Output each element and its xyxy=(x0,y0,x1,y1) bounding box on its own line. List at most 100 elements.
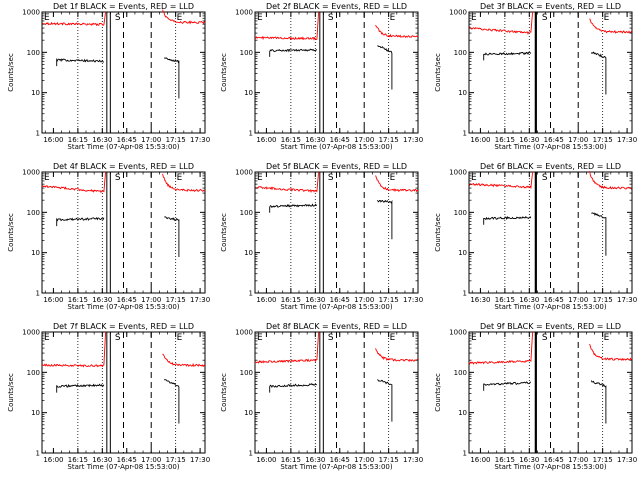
x-tick-label: 17:00 xyxy=(141,136,161,144)
x-tick-label: 16:30 xyxy=(519,136,539,144)
marker-label-1: S xyxy=(542,333,548,343)
x-tick-label: 16:00 xyxy=(256,136,276,144)
x-tick-label: 16:30 xyxy=(305,456,325,464)
x-axis-label: Start Time (07-Apr-08 15:53:00) xyxy=(67,303,179,311)
y-tick-label: 10 xyxy=(244,89,253,97)
y-tick-label: 10 xyxy=(244,409,253,417)
x-tick-label: 17:00 xyxy=(354,296,374,304)
x-tick-label: 16:45 xyxy=(117,456,137,464)
x-tick-label: 17:30 xyxy=(403,296,423,304)
y-tick-label: 10 xyxy=(244,249,253,257)
x-axis-label: Start Time (07-Apr-08 15:53:00) xyxy=(280,303,392,311)
x-tick-label: 16:15 xyxy=(495,456,515,464)
x-tick-label: 16:45 xyxy=(544,456,564,464)
y-axis-label: Counts/sec xyxy=(220,53,228,92)
x-tick-label: 16:45 xyxy=(330,136,350,144)
chart-title: Det 2f BLACK = Events, RED = LLD xyxy=(266,2,407,11)
series-1-segment-1 xyxy=(164,57,180,99)
x-tick-label: 16:30 xyxy=(92,296,112,304)
y-tick-label: 100 xyxy=(454,209,467,217)
y-tick-label: 1000 xyxy=(235,9,253,17)
x-tick-label: 17:00 xyxy=(568,296,588,304)
x-tick-label: 17:15 xyxy=(166,456,186,464)
y-tick-label: 1 xyxy=(36,290,40,298)
x-tick-label: 16:15 xyxy=(281,136,301,144)
y-tick-label: 1000 xyxy=(449,329,467,337)
y-tick-label: 100 xyxy=(454,49,467,57)
y-tick-label: 1 xyxy=(249,130,253,138)
marker-label-2: E xyxy=(604,333,610,343)
marker-label-0: E xyxy=(471,173,477,183)
series-1-segment-0 xyxy=(269,48,318,57)
y-tick-label: 100 xyxy=(454,369,467,377)
marker-label-0: E xyxy=(471,13,477,23)
x-tick-label: 16:45 xyxy=(117,296,137,304)
series-0-segment-1 xyxy=(589,18,633,34)
series-1-segment-1 xyxy=(377,379,393,422)
series-0-segment-0 xyxy=(468,331,534,365)
marker-label-2: E xyxy=(177,13,183,23)
x-tick-label: 16:15 xyxy=(68,456,88,464)
x-tick-label: 17:15 xyxy=(379,296,399,304)
x-tick-label: 16:00 xyxy=(256,456,276,464)
series-0-segment-1 xyxy=(375,348,419,363)
y-tick-label: 1000 xyxy=(235,329,253,337)
x-tick-label: 16:00 xyxy=(470,456,490,464)
chart-title: Det 4f BLACK = Events, RED = LLD xyxy=(53,162,194,171)
chart-title: Det 7f BLACK = Events, RED = LLD xyxy=(53,322,194,331)
series-1-segment-1 xyxy=(164,216,180,257)
series-0-segment-1 xyxy=(162,173,206,192)
series-1-segment-0 xyxy=(483,51,532,61)
series-0-segment-1 xyxy=(375,175,419,193)
x-tick-label: 17:30 xyxy=(617,136,637,144)
chart-title: Det 1f BLACK = Events, RED = LLD xyxy=(53,2,194,11)
series-1-segment-0 xyxy=(483,215,532,225)
x-tick-label: 17:30 xyxy=(617,456,637,464)
y-tick-label: 1000 xyxy=(449,169,467,177)
x-tick-label: 17:00 xyxy=(568,136,588,144)
series-1-segment-0 xyxy=(269,203,318,213)
y-tick-label: 1 xyxy=(463,290,467,298)
series-1-segment-1 xyxy=(377,45,393,90)
y-axis-label: Counts/sec xyxy=(220,213,228,252)
x-tick-label: 16:30 xyxy=(519,296,539,304)
marker-label-2: E xyxy=(177,173,183,183)
x-axis-label: Start Time (07-Apr-08 15:53:00) xyxy=(67,463,179,471)
y-axis-label: Counts/sec xyxy=(7,53,15,92)
x-axis-label: Start Time (07-Apr-08 15:53:00) xyxy=(494,303,606,311)
marker-label-0: E xyxy=(44,13,50,23)
series-0-segment-0 xyxy=(468,11,534,35)
x-tick-label: 16:30 xyxy=(519,456,539,464)
y-tick-label: 100 xyxy=(27,49,40,57)
series-1-segment-0 xyxy=(269,383,318,393)
y-tick-label: 10 xyxy=(31,249,40,257)
x-tick-label: 16:45 xyxy=(544,136,564,144)
marker-label-2: E xyxy=(390,13,396,23)
x-tick-label: 16:15 xyxy=(281,296,301,304)
x-tick-label: 16:00 xyxy=(43,296,63,304)
marker-label-1: S xyxy=(328,13,334,23)
series-0-segment-0 xyxy=(254,11,320,41)
x-tick-label: 16:15 xyxy=(281,456,301,464)
series-1-segment-0 xyxy=(483,381,532,391)
x-tick-label: 16:15 xyxy=(495,296,515,304)
y-tick-label: 1000 xyxy=(449,9,467,17)
x-tick-label: 16:15 xyxy=(68,136,88,144)
x-tick-label: 16:15 xyxy=(495,136,515,144)
x-tick-label: 17:30 xyxy=(190,456,210,464)
y-tick-label: 10 xyxy=(458,249,467,257)
marker-label-0: E xyxy=(257,13,263,23)
marker-label-0: E xyxy=(44,173,50,183)
y-tick-label: 10 xyxy=(31,89,40,97)
marker-label-0: E xyxy=(257,173,263,183)
x-tick-label: 17:30 xyxy=(403,456,423,464)
y-tick-label: 100 xyxy=(240,209,253,217)
x-tick-label: 16:45 xyxy=(117,136,137,144)
y-tick-label: 10 xyxy=(458,89,467,97)
x-tick-label: 17:30 xyxy=(617,296,637,304)
series-0-segment-1 xyxy=(162,353,206,367)
